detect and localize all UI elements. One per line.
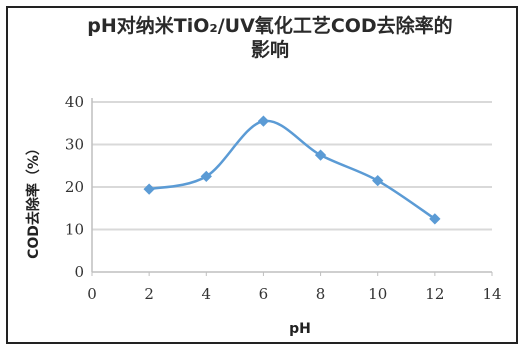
- x-tick-label-8: 8: [316, 285, 326, 303]
- x-tick-label-4: 4: [202, 285, 212, 303]
- x-tick-label-2: 2: [144, 285, 154, 303]
- data-point-4: [200, 170, 212, 183]
- data-point-8: [314, 149, 327, 161]
- y-axis-label: COD去除率（%）: [25, 141, 42, 259]
- chart-title: pH对纳米TiO₂/UV氧化工艺COD去除率的 影响: [60, 14, 480, 62]
- data-point-6: [257, 115, 270, 127]
- y-tick-label-40: 40: [65, 93, 84, 111]
- data-point-10: [372, 174, 384, 187]
- x-axis-label: pH: [289, 321, 311, 337]
- y-tick-label-20: 20: [65, 178, 84, 196]
- x-tick-label-6: 6: [259, 285, 269, 303]
- axes: [91, 98, 493, 276]
- gridlines: [92, 101, 492, 231]
- data-point-12: [429, 213, 441, 225]
- y-tick-label-10: 10: [65, 221, 84, 239]
- x-tick-label-12: 12: [425, 285, 444, 303]
- x-tick-label-14: 14: [482, 285, 501, 303]
- chart-title-line2: 影响: [250, 39, 289, 61]
- y-tick-labels: 0 10 20 30 40: [65, 93, 84, 281]
- data-point-2: [143, 183, 155, 195]
- y-tick-label-0: 0: [74, 263, 84, 281]
- series-line-0: [148, 119, 436, 220]
- x-tick-labels: 0 2 4 6 8 10 12 14: [87, 285, 501, 303]
- x-tick-label-0: 0: [87, 285, 97, 303]
- y-tick-label-30: 30: [65, 136, 84, 154]
- chart-title-line1: pH对纳米TiO₂/UV氧化工艺COD去除率的: [87, 15, 453, 37]
- series-group: [143, 115, 441, 225]
- x-tick-label-10: 10: [368, 285, 387, 303]
